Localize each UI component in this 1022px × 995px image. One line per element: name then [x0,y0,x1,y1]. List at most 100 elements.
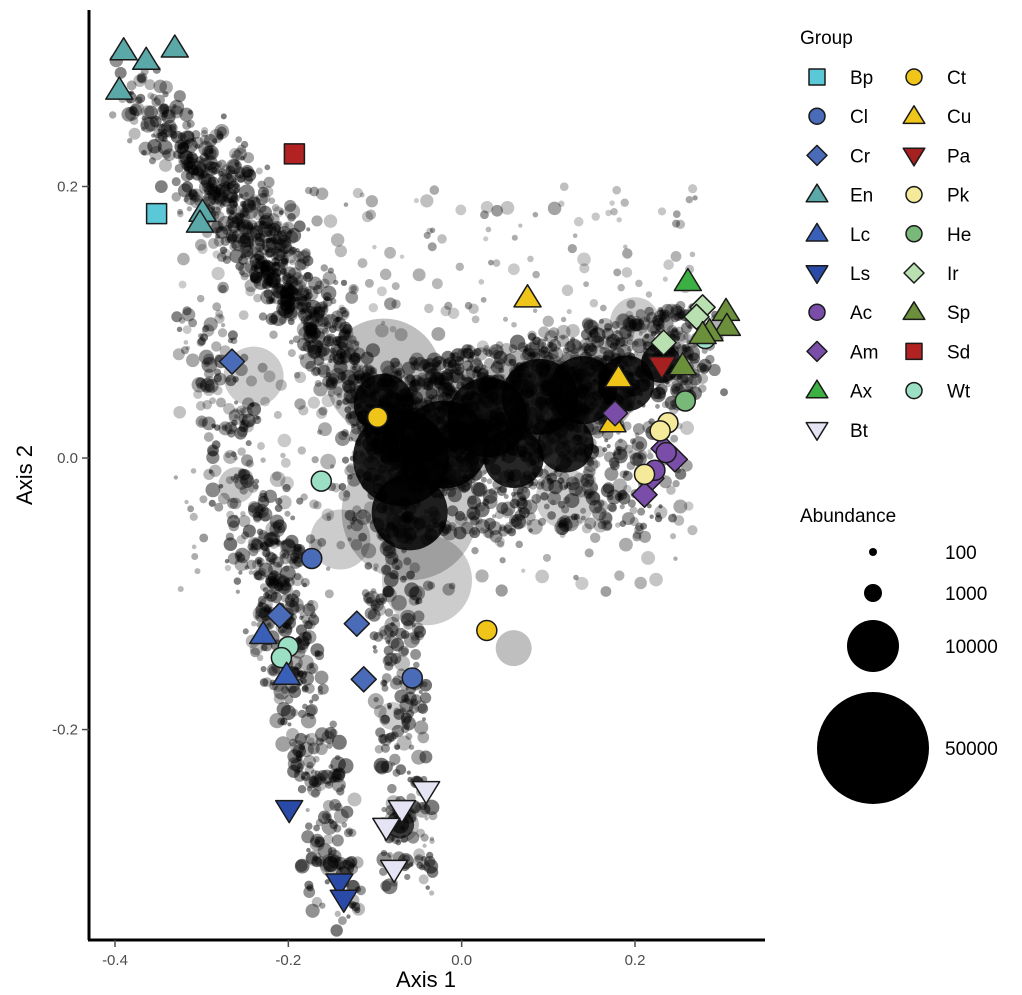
abundance-point [358,532,368,542]
abundance-point [294,768,300,775]
abundance-point [260,396,270,407]
abundance-point [514,509,526,522]
abundance-point [347,474,353,480]
abundance-point [269,471,286,488]
abundance-point [675,326,684,335]
abundance-point [255,614,260,620]
abundance-point [387,705,392,710]
abundance-point [641,550,656,565]
abundance-point [375,727,386,738]
abundance-point [298,354,305,360]
abundance-point [561,505,570,514]
abundance-point [311,856,323,868]
abundance-point [350,423,356,429]
abundance-point [158,123,173,138]
abundance-point [186,353,200,368]
abundance-point [227,159,243,175]
abundance-point [646,503,652,509]
abundance-point [428,811,438,821]
abundance-point [364,278,374,288]
abundance-point [237,209,249,221]
abundance-point [310,774,323,788]
abundance-point [341,456,350,464]
abundance-point [265,296,274,305]
abundance-point [195,415,208,428]
abundance-point [268,314,278,324]
abundance-point [232,201,239,207]
abundance-point [493,350,508,365]
abundance-point [182,120,192,130]
abundance-point [577,443,592,458]
abundance-point [265,589,278,602]
abundance-point [381,680,388,686]
abundance-point [404,873,411,881]
abundance-point [643,315,651,323]
abundance-point [375,760,389,775]
abundance-point [615,329,620,335]
abundance-point [201,145,214,158]
legend-label-wt: Wt [947,382,971,403]
abundance-point [670,533,677,540]
abundance-point [326,781,332,786]
abundance-point [401,361,416,376]
abundance-point [289,229,294,234]
abundance-point [431,278,443,290]
abundance-point [295,750,303,758]
abundance-point [272,206,284,218]
abundance-point [655,403,660,409]
abundance-point [267,578,279,590]
abundance-point [624,444,634,454]
abundance-point [312,367,321,376]
abundance-point [284,510,291,517]
abundance-point [287,764,301,778]
abundance-point [330,464,335,469]
abundance-point [475,569,489,583]
abundance-point [246,219,258,231]
abundance-point [697,373,709,384]
abundance-point [283,266,296,279]
abundance-point [364,501,378,515]
abundance-point [608,504,617,513]
abundance-point [480,296,487,303]
abundance-point [485,349,493,358]
abundance-point [247,502,264,518]
abundance-point [285,534,299,549]
abundance-point [573,216,584,227]
abundance-point [426,377,433,385]
abundance-point [559,471,570,482]
abundance-point [214,313,225,324]
abundance-point [586,385,593,392]
abundance-point [182,130,195,143]
abundance-point [532,270,540,279]
abundance-point [603,351,614,362]
abundance-point [291,573,304,587]
abundance-point [311,896,323,908]
abundance-point [137,73,147,83]
abundance-point [247,481,259,493]
abundance-point [670,251,682,262]
abundance-point [527,351,533,357]
abundance-point [672,219,681,228]
abundance-point [322,376,334,387]
abundance-point [260,512,271,522]
abundance-point [425,387,438,400]
abundance-point [341,822,348,828]
abundance-point [403,393,412,402]
abundance-point [528,528,533,533]
abundance-point [219,246,228,254]
abundance-point [176,326,183,333]
abundance-point [570,337,576,343]
abundance-point [675,330,689,344]
abundance-point [210,161,215,166]
abundance-point [541,420,549,427]
abundance-point [692,195,698,201]
abundance-point [215,226,229,239]
abundance-point [352,512,358,518]
abundance-point [602,447,608,453]
abundance-point [493,491,498,496]
abundance-point [636,454,642,460]
abundance-point [265,551,276,563]
abundance-point [424,855,436,868]
abundance-point [408,744,415,750]
abundance-point [519,398,530,410]
